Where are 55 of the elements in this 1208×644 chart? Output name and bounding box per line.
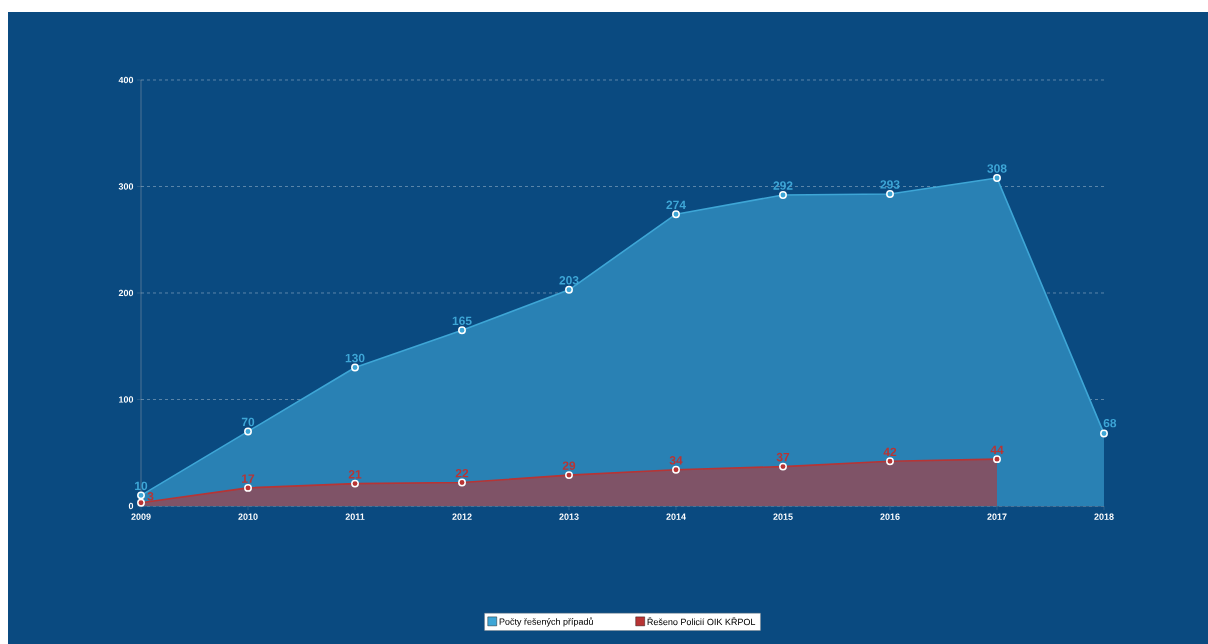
x-tick-label: 2009 — [131, 513, 151, 520]
data-label: 42 — [883, 447, 897, 457]
data-label: 274 — [666, 200, 686, 209]
x-tick-label: 2016 — [880, 513, 900, 520]
data-label: 292 — [773, 181, 793, 190]
point — [351, 479, 359, 488]
point — [993, 455, 1001, 464]
data-label: 22 — [455, 468, 469, 478]
data-label: 10 — [135, 481, 148, 491]
x-tick-label: 2015 — [773, 513, 793, 520]
data-label: 34 — [669, 456, 683, 465]
data-label: 130 — [345, 353, 365, 363]
point — [779, 462, 787, 471]
y-tick-label: 400 — [118, 76, 134, 84]
data-label: 70 — [241, 417, 255, 427]
x-tick-label: 2018 — [1094, 513, 1114, 520]
x-tick-label: 2011 — [345, 513, 365, 520]
point — [351, 363, 359, 372]
y-tick-label: 200 — [118, 289, 134, 297]
point — [458, 326, 466, 335]
point — [672, 465, 680, 474]
point — [672, 210, 680, 219]
data-label: 29 — [562, 461, 576, 470]
data-label: 37 — [776, 452, 790, 462]
data-label: 17 — [242, 474, 255, 483]
point — [244, 427, 252, 436]
data-label: 308 — [987, 164, 1007, 173]
data-label: 44 — [990, 445, 1004, 454]
x-tick-label: 2013 — [559, 513, 579, 520]
point — [779, 191, 787, 199]
point — [1100, 429, 1108, 438]
point — [993, 174, 1001, 182]
point — [137, 491, 145, 500]
point — [137, 498, 145, 507]
x-tick-label: 2017 — [987, 513, 1007, 520]
point — [458, 478, 466, 487]
x-tick-label: 2014 — [666, 513, 686, 520]
y-tick-label: 100 — [119, 396, 134, 403]
data-label: 21 — [348, 470, 362, 479]
data-label: 203 — [559, 276, 579, 285]
point — [886, 190, 894, 198]
legend-label: Počty řešených případů — [499, 617, 593, 627]
data-label: 3 — [147, 492, 154, 501]
data-label: 68 — [1103, 418, 1117, 428]
point — [565, 285, 573, 294]
x-tick-label: 2010 — [238, 513, 258, 520]
y-tick-label: 0 — [128, 502, 134, 510]
data-label: 293 — [880, 180, 900, 189]
point — [565, 471, 573, 480]
point — [886, 457, 894, 466]
point — [244, 483, 252, 492]
x-tick-label: 2012 — [452, 513, 472, 520]
y-tick-label: 300 — [118, 183, 134, 190]
data-label: 165 — [452, 316, 472, 326]
legend-label: Řešeno Policií OIK KŘPOL — [647, 617, 756, 626]
